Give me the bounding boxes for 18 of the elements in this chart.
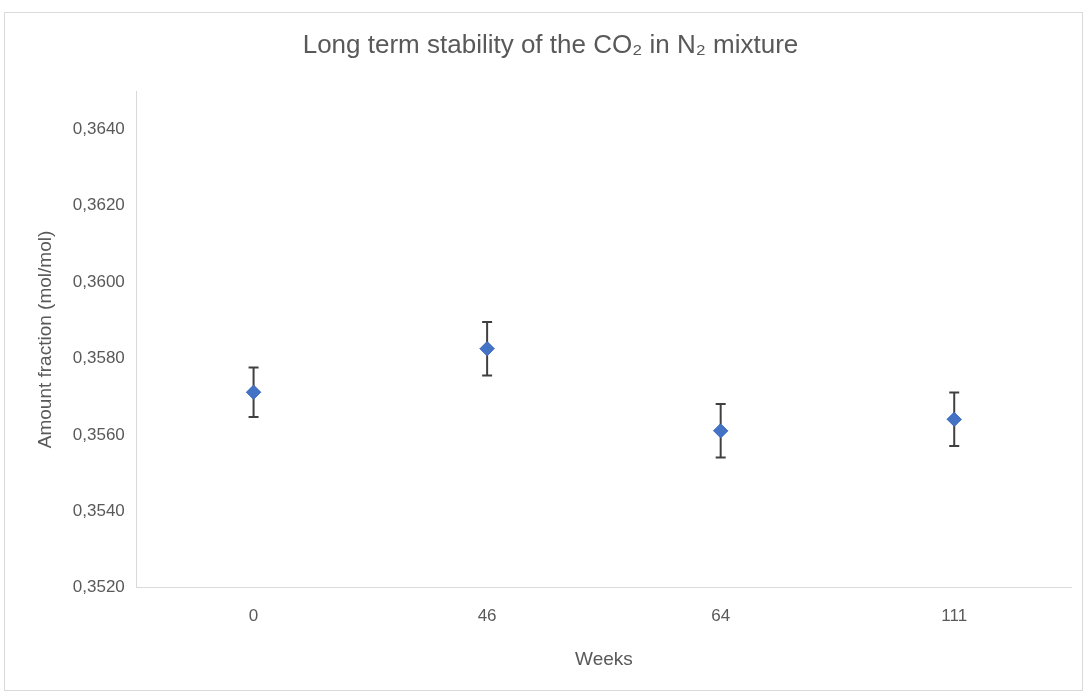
x-axis-title: Weeks	[575, 647, 633, 669]
y-tick-label: 0,3620	[72, 195, 125, 215]
y-tick-label: 0,3600	[72, 271, 125, 291]
x-tick-label: 111	[941, 605, 968, 625]
y-tick-label: 0,3640	[72, 119, 125, 139]
x-tick-label: 46	[477, 605, 497, 625]
y-tick-label: 0,3560	[72, 424, 125, 444]
point	[946, 411, 962, 427]
point	[479, 341, 495, 357]
point	[246, 384, 262, 400]
chart-title: Long term stability of the CO₂ in N₂ mixture	[302, 28, 799, 59]
point	[713, 423, 729, 439]
y-tick-label: 0,3580	[72, 348, 125, 368]
y-tick-label: 0,3520	[72, 577, 125, 597]
x-tick-label: 64	[711, 605, 731, 625]
y-tick-label: 0,3540	[72, 501, 125, 521]
y-axis-title: Amount fraction (mol/mol)	[33, 230, 55, 449]
x-tick-label: 0	[248, 605, 259, 625]
